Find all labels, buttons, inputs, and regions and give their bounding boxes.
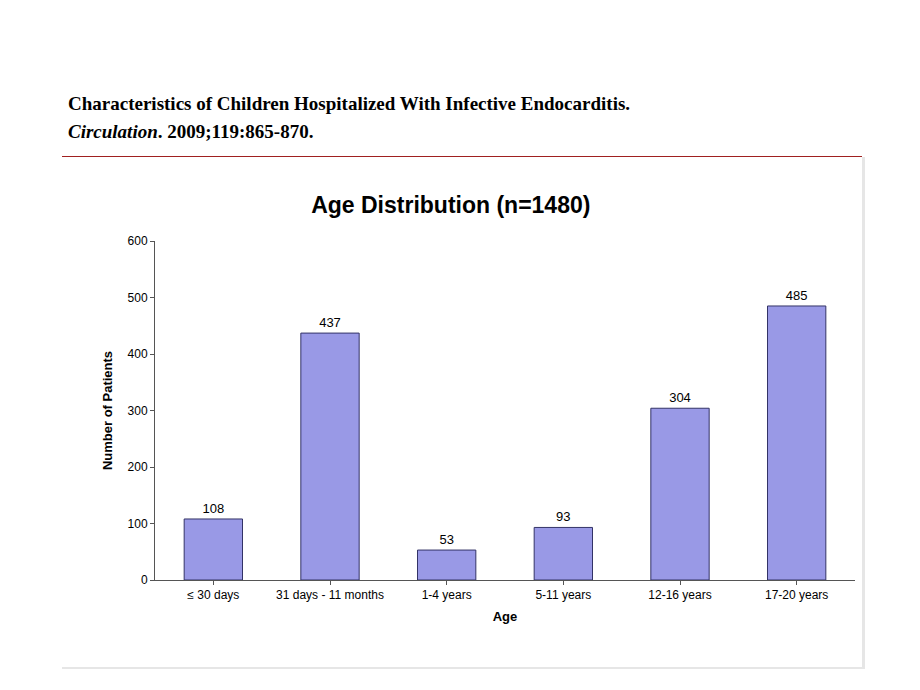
svg-text:600: 600 [128,234,148,248]
svg-text:93: 93 [556,509,570,524]
svg-text:17-20 years: 17-20 years [765,588,828,602]
svg-text:100: 100 [128,517,148,531]
svg-text:Age: Age [493,609,518,624]
svg-text:≤ 30 days: ≤ 30 days [187,588,239,602]
svg-text:200: 200 [128,460,148,474]
svg-text:304: 304 [669,390,691,405]
svg-text:12-16 years: 12-16 years [648,588,711,602]
svg-text:485: 485 [786,288,808,303]
svg-text:400: 400 [128,347,148,361]
svg-text:0: 0 [141,573,148,587]
svg-text:437: 437 [319,315,341,330]
svg-text:53: 53 [439,532,453,547]
svg-text:5-11 years: 5-11 years [535,588,591,602]
svg-text:Age Distribution (n=1480): Age Distribution (n=1480) [311,192,590,218]
html-text:Characteristics of Children Ho: Characteristics of Children Hospitalized… [68,93,631,114]
svg-text:500: 500 [128,291,148,305]
svg-text:Number of Patients: Number of Patients [100,351,115,470]
svg-text:108: 108 [202,501,224,516]
html-text:Circulation. 2009;119:865-870.: Circulation. 2009;119:865-870. [68,121,314,142]
svg-text:1-4 years: 1-4 years [422,588,472,602]
svg-text:300: 300 [128,404,148,418]
svg-text:31 days - 11 months: 31 days - 11 months [276,588,384,602]
